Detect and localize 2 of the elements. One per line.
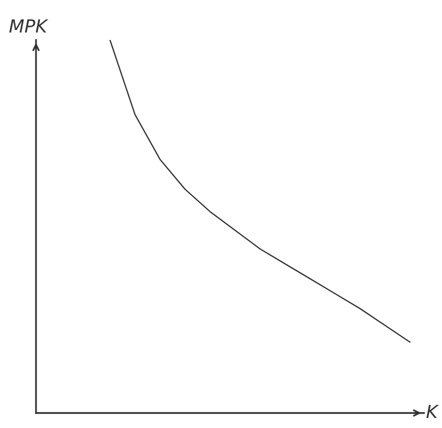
y-axis-title: MPK	[9, 19, 48, 33]
x-axis-title: K	[426, 404, 439, 418]
